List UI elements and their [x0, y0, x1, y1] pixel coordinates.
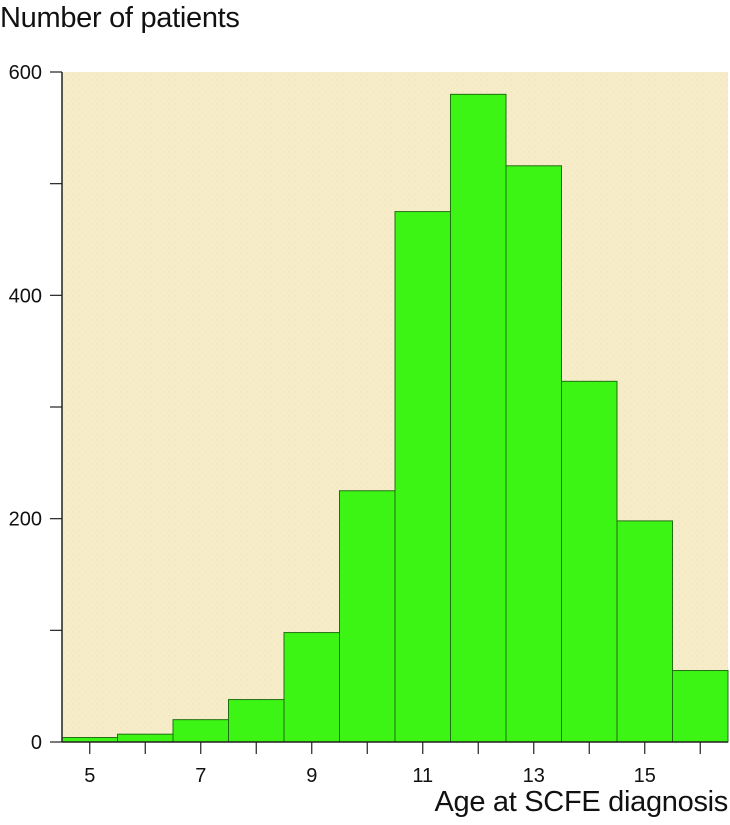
y-ticks-group: 0 200 400 600 [9, 62, 62, 754]
y-tick-label: 600 [9, 62, 42, 84]
x-tick-label: 13 [523, 765, 545, 787]
bar-age-15 [616, 520, 673, 743]
y-tick-label: 0 [31, 732, 42, 754]
bar-age-16 [672, 670, 729, 743]
x-axis-title: Age at SCFE diagnosis [434, 786, 728, 818]
y-tick-label: 400 [9, 285, 42, 307]
y-axis-title: Number of patients [0, 2, 240, 34]
bar-age-10 [339, 490, 396, 743]
bar-age-8 [228, 699, 285, 743]
x-tick-label: 9 [306, 765, 317, 787]
bar-age-11 [394, 211, 451, 743]
bar-age-6 [117, 733, 174, 743]
bars-group [61, 93, 729, 743]
bar-age-14 [561, 380, 618, 743]
x-tick-label: 11 [412, 765, 433, 787]
x-tick-label: 15 [634, 765, 656, 787]
x-tick-label: 5 [84, 765, 95, 787]
x-tick-label: 7 [195, 765, 206, 787]
bar-age-9 [283, 632, 340, 743]
x-ticks-group: 5 7 9 11 13 15 [84, 742, 701, 787]
bar-age-7 [172, 719, 229, 743]
bar-age-12 [450, 93, 507, 743]
bar-age-13 [505, 165, 562, 743]
y-tick-label: 200 [9, 509, 42, 531]
